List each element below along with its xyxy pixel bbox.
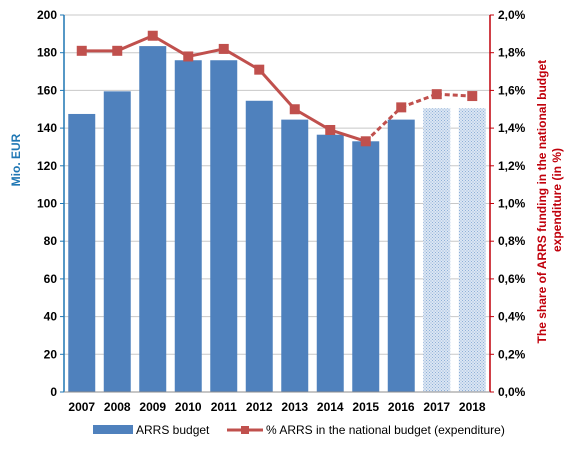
bar [68, 113, 96, 393]
line-point [218, 43, 229, 54]
y-right-tick-label: 0,0% [498, 385, 526, 399]
line-point [325, 124, 336, 135]
x-tick-label: 2008 [104, 400, 131, 414]
bar [281, 119, 309, 393]
line-point [147, 30, 158, 41]
y-axis-right-label: The share of ARRS funding in the nationa… [535, 57, 564, 344]
bar-projected [423, 108, 451, 393]
line-segment [116, 34, 154, 53]
bar [139, 46, 167, 392]
y-right-tick-label: 0,2% [498, 347, 526, 361]
line-point [112, 45, 123, 56]
line-segment [151, 34, 190, 58]
line-segment [400, 92, 438, 109]
x-tick-label: 2010 [175, 400, 202, 414]
y-right-tick-label: 1,6% [498, 83, 526, 97]
x-tick-label: 2015 [352, 400, 379, 414]
x-tick-label: 2016 [388, 400, 415, 414]
y-left-tick-label: 100 [37, 197, 57, 211]
legend-bar-label: ARRS budget [136, 423, 210, 437]
y-left-tick-label: 180 [37, 46, 57, 60]
line-point [396, 102, 407, 113]
right-axis-ticks: 0,0% 0,2% 0,4% 0,6% 0,8% 1,0% 1,2% 1,4% 1,6% 1,8%… [490, 8, 526, 399]
line-segment [364, 106, 403, 143]
bar-series [68, 46, 486, 393]
line-segment [258, 68, 296, 111]
x-tick-label: 2009 [139, 400, 166, 414]
legend-line-label: % ARRS in the national budget (expenditu… [266, 423, 505, 437]
x-tick-label: 2017 [423, 400, 450, 414]
y-left-tick-label: 140 [37, 121, 57, 135]
line-point [431, 89, 442, 100]
bar [103, 91, 131, 392]
line-point [360, 136, 371, 147]
y-right-tick-label: 0,6% [498, 272, 526, 286]
y-right-tick-label: 1,2% [498, 159, 526, 173]
y-right-tick-label: 1,8% [498, 46, 526, 60]
bar [352, 141, 380, 392]
x-tick-label: 2013 [281, 400, 308, 414]
bar [210, 60, 238, 393]
line-point [76, 45, 87, 56]
y-right-tick-label: 2,0% [498, 8, 526, 22]
x-tick-label: 2011 [211, 400, 237, 414]
y-left-tick-label: 0 [50, 385, 57, 399]
legend-line-marker [241, 426, 249, 434]
y-left-tick-label: 80 [44, 234, 58, 248]
y-axis-right-label-line-1: The share of ARRS funding in the nationa… [535, 60, 549, 344]
line-segment [222, 47, 261, 71]
y-axis-right-label-line-2: expenditure (in %) [550, 148, 564, 252]
y-axis-left-label: Mio. EUR [9, 133, 23, 186]
y-left-tick-label: 60 [44, 272, 58, 286]
line-segment [436, 92, 473, 98]
y-right-tick-label: 1,0% [498, 197, 526, 211]
y-left-tick-label: 20 [44, 347, 58, 361]
x-tick-label: 2014 [317, 400, 344, 414]
line-series [76, 30, 478, 147]
bar-projected [458, 108, 486, 393]
x-tick-label: 2012 [246, 400, 273, 414]
y-left-tick-label: 120 [37, 159, 57, 173]
legend: ARRS budget % ARRS in the national budge… [93, 423, 505, 437]
line-point [254, 64, 265, 75]
bar [387, 119, 415, 393]
y-left-tick-label: 160 [37, 83, 57, 97]
x-tick-label: 2018 [459, 400, 486, 414]
left-axis-ticks: 0 20 40 60 80 100 120 140 160 180 200 [37, 8, 64, 399]
legend-bar-swatch [93, 425, 133, 434]
x-axis-ticks: 2007 2008 2009 2010 2011 2012 2013 2014 2015 2016… [68, 400, 486, 414]
y-left-tick-label: 40 [44, 310, 58, 324]
line-segment [293, 107, 332, 132]
y-right-tick-label: 0,4% [498, 310, 526, 324]
bar [245, 100, 273, 392]
line-point [467, 91, 478, 102]
y-right-tick-label: 0,8% [498, 234, 526, 248]
y-left-tick-label: 200 [37, 8, 57, 22]
line-segment [187, 47, 225, 58]
x-tick-label: 2007 [68, 400, 95, 414]
line-point [183, 51, 194, 62]
line-point [289, 104, 300, 115]
line-segment [329, 128, 367, 143]
bar [316, 134, 344, 392]
y-right-tick-label: 1,4% [498, 121, 526, 135]
bar [174, 60, 202, 393]
